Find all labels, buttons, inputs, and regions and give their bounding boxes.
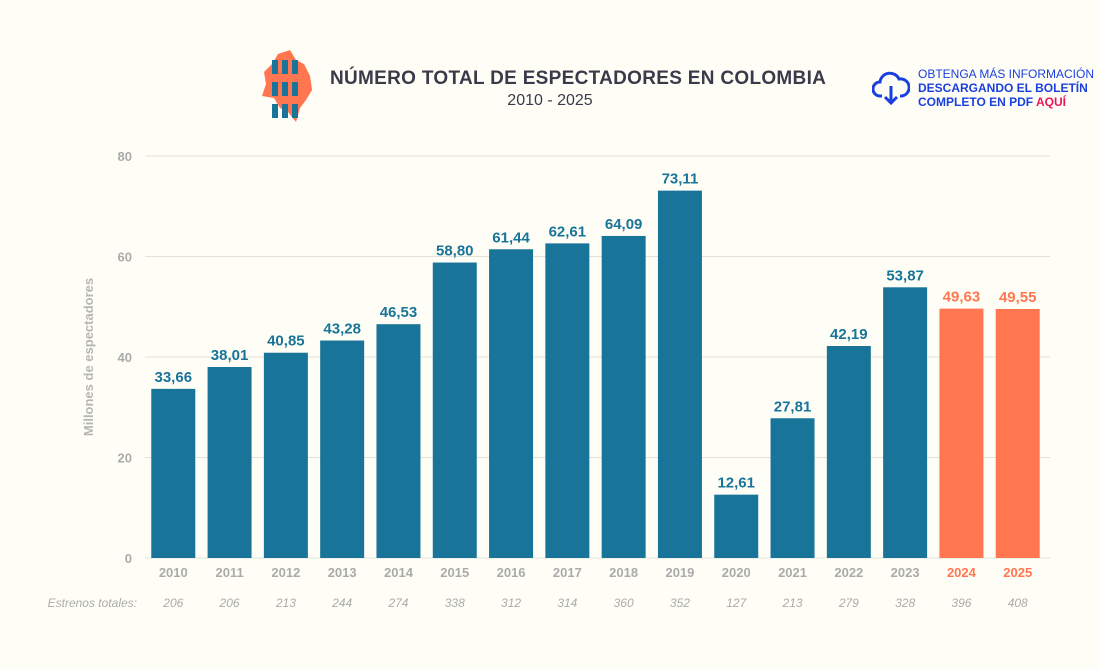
data-label: 46,53: [380, 304, 418, 321]
data-label: 61,44: [492, 229, 530, 246]
data-label: 49,63: [943, 289, 981, 306]
data-label: 38,01: [211, 347, 249, 364]
premieres-count: 274: [387, 596, 408, 610]
chart-title: NÚMERO TOTAL DE ESPECTADORES EN COLOMBIA: [330, 68, 827, 89]
x-tick-label: 2016: [497, 565, 526, 580]
bar-2017: [545, 243, 590, 558]
data-label: 49,55: [999, 289, 1037, 306]
data-label: 64,09: [605, 216, 643, 233]
premieres-count: 352: [670, 596, 690, 610]
x-tick-label: 2014: [384, 565, 414, 580]
data-label: 33,66: [155, 369, 193, 386]
premieres-count: 396: [951, 596, 971, 610]
y-tick-label: 80: [118, 149, 132, 164]
x-tick-label: 2020: [722, 565, 751, 580]
bar-2025: [995, 309, 1040, 558]
chart-subtitle: 2010 - 2025: [507, 92, 593, 109]
bar-2018: [601, 235, 646, 558]
premieres-row-label: Estrenos totales:: [48, 596, 137, 610]
y-tick-label: 40: [118, 350, 132, 365]
bar-2014: [376, 324, 421, 558]
data-label: 43,28: [323, 321, 361, 338]
x-tick-label: 2018: [609, 565, 638, 580]
bar-2021: [770, 418, 815, 558]
bar-2019: [657, 190, 702, 558]
data-label: 27,81: [774, 398, 812, 415]
colombia-map-people-icon: [262, 50, 312, 122]
bar-2024: [939, 308, 984, 558]
premieres-count: 408: [1008, 596, 1028, 610]
y-tick-label: 0: [125, 551, 132, 566]
premieres-count: 360: [614, 596, 634, 610]
premieres-count: 338: [445, 596, 465, 610]
bar-2016: [489, 249, 534, 558]
data-label: 12,61: [717, 475, 755, 492]
download-here-link[interactable]: AQUÍ: [1036, 95, 1067, 109]
premieres-count: 279: [838, 596, 859, 610]
x-tick-label: 2013: [328, 565, 357, 580]
cloud-download-icon[interactable]: [872, 70, 910, 106]
data-label: 73,11: [662, 171, 699, 188]
x-tick-label: 2012: [271, 565, 300, 580]
bar-2015: [432, 262, 477, 558]
x-tick-label: 2023: [891, 565, 920, 580]
bar-2020: [714, 494, 759, 558]
x-tick-label: 2015: [440, 565, 469, 580]
premieres-count: 206: [162, 596, 183, 610]
bar-2013: [320, 340, 365, 558]
premieres-count: 213: [782, 596, 803, 610]
y-tick-label: 60: [118, 250, 132, 265]
premieres-count: 244: [331, 596, 352, 610]
premieres-count: 213: [275, 596, 296, 610]
data-label: 42,19: [830, 326, 868, 343]
bar-2023: [883, 287, 928, 558]
x-tick-label: 2024: [947, 565, 977, 580]
x-tick-label: 2010: [159, 565, 188, 580]
x-tick-label: 2025: [1003, 565, 1032, 580]
bar-2012: [263, 352, 308, 558]
data-label: 53,87: [886, 267, 924, 284]
download-bulletin-link[interactable]: OBTENGA MÁS INFORMACIÓN DESCARGANDO EL B…: [918, 67, 1094, 109]
download-line1: OBTENGA MÁS INFORMACIÓN: [918, 67, 1095, 81]
bar-2010: [151, 388, 196, 558]
premieres-count: 312: [501, 596, 521, 610]
premieres-count: 206: [219, 596, 240, 610]
y-tick-label: 20: [118, 451, 132, 466]
x-tick-label: 2022: [834, 565, 863, 580]
premieres-count: 314: [557, 596, 577, 610]
bar-2011: [207, 366, 252, 558]
x-tick-label: 2011: [215, 565, 243, 580]
data-label: 40,85: [267, 333, 305, 350]
x-tick-label: 2019: [665, 565, 694, 580]
x-tick-label: 2021: [778, 565, 807, 580]
y-axis-label: Millones de espectadores: [81, 278, 96, 436]
premieres-count: 127: [726, 596, 747, 610]
premieres-count: 328: [895, 596, 915, 610]
download-line3: COMPLETO EN PDF: [918, 95, 1034, 109]
x-tick-label: 2017: [553, 565, 582, 580]
bar-2022: [826, 345, 871, 558]
download-line2: DESCARGANDO EL BOLETÍN: [918, 81, 1088, 95]
data-label: 58,80: [436, 243, 474, 260]
data-label: 62,61: [549, 223, 587, 240]
